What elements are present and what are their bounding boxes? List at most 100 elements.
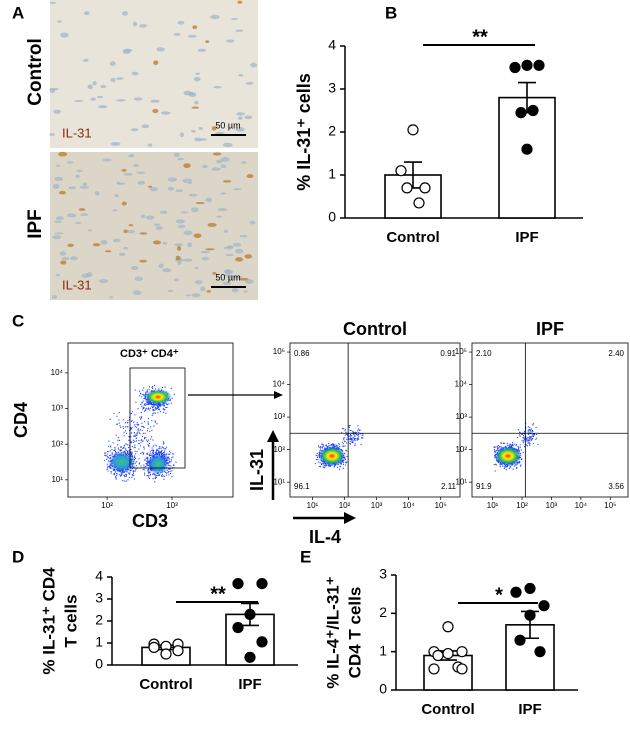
event-dot: [125, 475, 127, 477]
event-dot: [127, 479, 129, 481]
data-point: [244, 608, 256, 621]
event-dot: [168, 474, 170, 476]
cell-nucleus: [52, 184, 60, 190]
event-dot: [112, 442, 114, 444]
event-dot: [124, 448, 126, 450]
cell-nucleus: [87, 229, 93, 232]
event-dot: [129, 473, 131, 475]
cell-nucleus: [244, 279, 254, 285]
cell-nucleus: [194, 266, 199, 270]
event-dot: [144, 421, 146, 423]
event-dot: [161, 449, 163, 452]
event-dot: [105, 458, 108, 461]
y-tick-label: 0: [379, 681, 387, 697]
cell-nucleus: [102, 158, 112, 162]
event-dot: [115, 478, 117, 480]
cell-nucleus: [83, 11, 90, 16]
event-dot: [116, 444, 119, 446]
event-dot: [134, 434, 136, 436]
event-dot: [130, 440, 132, 443]
cell-nucleus: [158, 263, 164, 269]
cell-nucleus: [175, 219, 185, 224]
event-dot: [161, 475, 163, 477]
event-dot: [135, 437, 137, 440]
event-dot: [354, 437, 357, 440]
event-dot: [147, 470, 149, 472]
event-dot: [139, 392, 142, 394]
event-dot: [532, 437, 534, 440]
event-dot: [104, 452, 106, 454]
event-dot: [142, 453, 145, 455]
event-dot: [527, 426, 530, 428]
event-dot: [136, 423, 138, 426]
event-dot: [318, 461, 320, 463]
event-dot: [143, 387, 145, 389]
cell-nucleus: [194, 100, 199, 105]
cell-nucleus: [139, 24, 148, 28]
event-dot: [140, 465, 142, 467]
cell-nucleus: [87, 84, 93, 90]
event-dot: [135, 461, 138, 463]
event-dot: [338, 468, 341, 470]
event-dot: [124, 422, 127, 424]
event-dot: [171, 476, 173, 478]
cell-nucleus: [147, 185, 153, 188]
plot-title: Control: [343, 319, 407, 339]
cell-nucleus: [205, 40, 210, 44]
event-dot: [147, 421, 149, 423]
cell-nucleus: [245, 82, 254, 85]
event-dot: [152, 410, 154, 412]
event-dot: [152, 413, 154, 415]
event-dot: [154, 481, 156, 483]
event-dot: [535, 426, 537, 429]
x-axis-label: IL-4: [309, 527, 341, 547]
data-point: [232, 621, 244, 634]
event-dot: [323, 467, 325, 469]
cell-nucleus: [112, 238, 121, 243]
event-dot: [324, 466, 326, 468]
event-dot: [333, 466, 335, 468]
x-tick-label: 10¹: [307, 501, 319, 510]
cell-nucleus: [235, 29, 244, 32]
event-dot: [320, 445, 322, 448]
event-dot: [155, 445, 158, 447]
event-dot: [512, 441, 514, 443]
event-dot: [131, 420, 133, 423]
event-dot: [348, 438, 350, 440]
cell-nucleus: [140, 214, 146, 219]
x-tick-label: 10³: [546, 501, 558, 510]
event-dot: [141, 429, 143, 432]
event-dot: [143, 410, 146, 412]
event-dot: [143, 474, 146, 476]
event-dot: [156, 407, 158, 410]
x-tick-label: 10⁵: [604, 501, 616, 510]
event-dot: [519, 435, 521, 437]
event-dot: [144, 459, 146, 461]
event-dot: [138, 443, 140, 445]
cell-nucleus: [197, 48, 207, 52]
cell-nucleus: [66, 161, 74, 164]
event-dot: [140, 418, 142, 420]
event-dot: [512, 468, 514, 470]
event-dot: [150, 426, 152, 428]
y-tick-label: 10²: [273, 445, 285, 454]
event-dot: [137, 424, 139, 426]
y-tick-label: 0: [328, 209, 336, 225]
event-dot: [530, 428, 532, 430]
event-dot: [361, 434, 363, 436]
cell-nucleus: [110, 77, 116, 83]
cell-nucleus: [82, 182, 88, 186]
event-dot: [357, 430, 359, 432]
event-dot: [527, 442, 529, 444]
event-dot: [133, 446, 135, 448]
event-dot: [155, 451, 157, 453]
event-dot: [357, 437, 359, 440]
cell-nucleus: [180, 211, 189, 214]
event-dot: [533, 434, 535, 436]
event-dot: [141, 402, 143, 404]
event-dot: [125, 443, 127, 445]
cell-nucleus: [167, 177, 178, 182]
event-dot: [119, 475, 122, 477]
cell-nucleus: [86, 272, 93, 278]
event-dot: [506, 444, 509, 446]
